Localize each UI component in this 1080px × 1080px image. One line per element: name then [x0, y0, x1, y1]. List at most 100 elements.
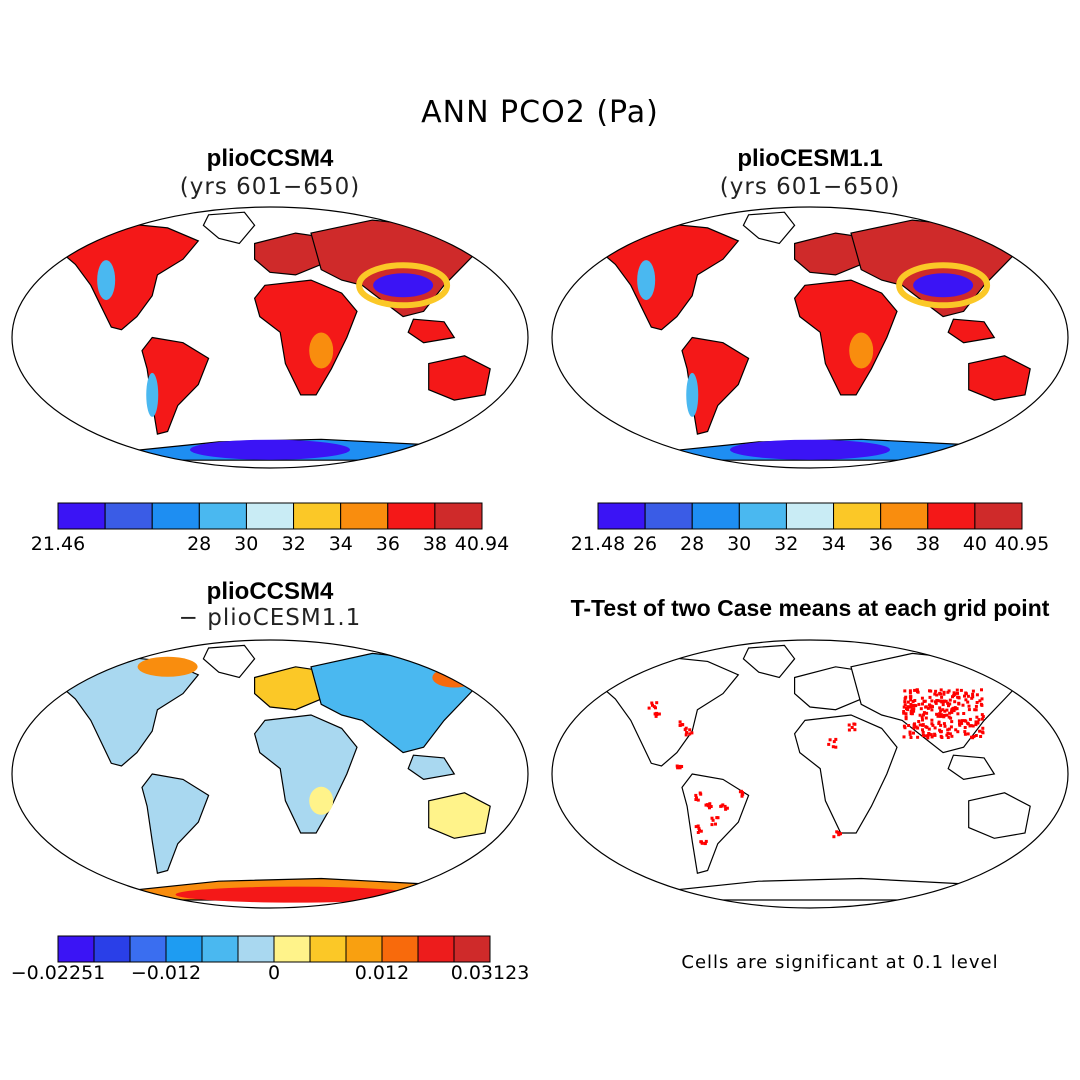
significant-cell: [703, 841, 707, 845]
significant-cell: [678, 764, 682, 768]
significant-cell: [920, 696, 924, 700]
landmass-greenland-br: [742, 644, 796, 679]
colorbar-tr-label-2: 28: [680, 533, 705, 555]
significant-cell: [950, 710, 954, 714]
colorbar-tl-swatch-4: [245, 502, 295, 530]
significant-cell: [980, 713, 984, 717]
significant-cell: [971, 689, 975, 693]
significant-cell: [924, 716, 928, 720]
significant-cell: [947, 727, 951, 731]
colorbar-bl-swatch-8: [345, 935, 383, 963]
significant-cell: [906, 700, 910, 704]
significant-cell: [657, 712, 661, 716]
significant-cell: [908, 732, 912, 736]
significant-cell: [921, 734, 925, 737]
significant-cell: [954, 728, 958, 732]
significant-cell: [655, 711, 659, 715]
significant-cell: [946, 736, 950, 739]
tibet-low-patch: [913, 273, 974, 298]
colorbar-tl-swatch-7: [387, 502, 436, 530]
colorbar-tl-label-4: 34: [328, 533, 353, 555]
significant-cell: [933, 726, 937, 730]
colorbar-tr-label-7: 38: [915, 533, 940, 555]
significant-cell: [944, 699, 948, 703]
significant-cell: [975, 701, 979, 704]
colorbar-tl-swatch-6: [340, 502, 389, 530]
colorbar-bl-swatch-7: [309, 935, 347, 963]
colorbar-cesm: [597, 502, 1023, 530]
significant-cell: [957, 696, 961, 700]
significant-cell: [694, 793, 698, 797]
significant-cell: [904, 715, 908, 719]
significant-cell: [904, 712, 908, 716]
significant-cell: [924, 705, 928, 709]
landmass-southAmerica-bl: [141, 773, 210, 874]
significant-cell: [698, 828, 701, 832]
figure-title: ANN PCO2 (Pa): [421, 95, 659, 130]
map-panel-ccsm4: [11, 206, 529, 469]
significant-cell: [942, 722, 946, 726]
significant-cell: [943, 724, 947, 728]
significant-cell: [908, 689, 912, 693]
colorbar-bl-swatch-1: [93, 935, 131, 963]
landmass-greenland-bl: [202, 644, 256, 679]
significant-cell: [974, 704, 978, 708]
significant-cell: [909, 709, 913, 713]
significant-cell: [930, 708, 934, 712]
landmass-australia-map-tr: [968, 355, 1031, 401]
significant-cell: [970, 735, 973, 739]
significant-cell: [921, 730, 925, 734]
significant-cell: [963, 726, 967, 729]
colorbar-tr-label-1: 26: [632, 533, 658, 555]
significant-cell: [956, 712, 960, 716]
significant-cell: [979, 735, 983, 738]
significant-cell: [936, 699, 940, 703]
colorbar-bl-swatch-6: [273, 935, 311, 963]
significant-cell: [711, 818, 715, 822]
significant-cell: [919, 707, 923, 711]
colorbar-tr-swatch-8: [974, 502, 1023, 530]
significant-cell: [981, 726, 985, 730]
significant-cell: [708, 802, 712, 806]
significant-cell: [938, 706, 942, 710]
colorbar-tr-label-9: 40.95: [994, 533, 1050, 555]
significant-cell: [963, 719, 967, 723]
colorbar-tl-label-5: 36: [375, 533, 400, 555]
tibet-ring: [896, 262, 991, 309]
significant-cell: [832, 835, 836, 839]
significant-cell: [676, 766, 680, 770]
colorbar-ccsm4: [57, 502, 483, 530]
significant-cell: [957, 719, 961, 723]
significant-cell: [650, 701, 654, 705]
significant-cell: [939, 709, 943, 713]
significant-cell: [942, 692, 946, 696]
significant-cell: [956, 691, 959, 695]
significant-cell: [835, 830, 839, 834]
colorbar-tr-swatch-0: [597, 502, 646, 530]
significant-cell: [903, 726, 907, 730]
significant-cell: [970, 696, 974, 700]
map-panel-ttest: [551, 639, 1069, 909]
significant-cell: [709, 805, 713, 808]
significant-cell: [740, 794, 744, 798]
significant-cell: [847, 723, 851, 727]
panel-tr-subtitle: (yrs 601−650): [719, 174, 901, 200]
significant-cell: [942, 690, 946, 694]
significant-cell: [930, 735, 934, 739]
significant-cell: [966, 721, 970, 725]
colorbar-tr-label-6: 36: [868, 533, 893, 555]
colorbar-bl-swatch-4: [201, 935, 239, 963]
significant-cell: [939, 688, 943, 692]
significant-cell: [918, 723, 922, 727]
colorbar-bl-label-1: −0.012: [130, 962, 202, 984]
significant-cell: [973, 708, 977, 712]
landmass-africa-map-tr: [793, 279, 898, 396]
colorbar-tr-label-4: 32: [774, 533, 799, 555]
significant-cell: [943, 709, 947, 713]
significant-cell: [697, 826, 701, 830]
significant-cell: [971, 695, 975, 699]
significant-cell: [950, 734, 954, 738]
significant-cell: [913, 722, 916, 726]
colorbar-tl-swatch-0: [57, 502, 106, 530]
significant-cell: [916, 735, 920, 739]
